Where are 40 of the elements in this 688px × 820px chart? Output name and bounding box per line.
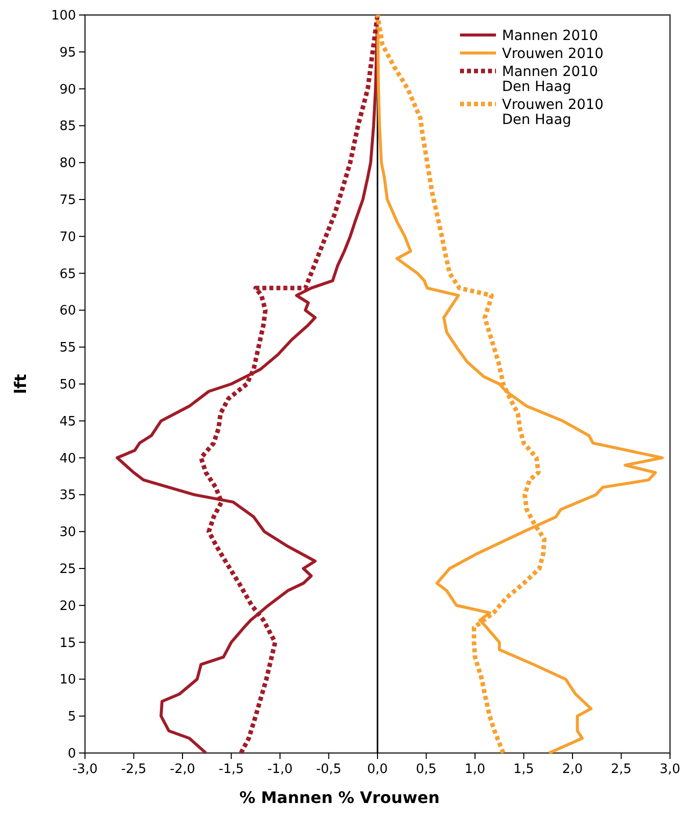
x-tick-label: -3,0 [72, 762, 98, 777]
legend-label: Vrouwen 2010 Den Haag [502, 97, 604, 128]
y-tick-label: 100 [51, 8, 76, 24]
x-tick-label: 0,5 [416, 762, 437, 777]
x-tick-label: -1,0 [267, 762, 293, 777]
x-tick-label: 0,0 [367, 762, 388, 777]
x-axis-title: % Mannen % Vrouwen [239, 788, 440, 807]
y-tick-label: 55 [59, 340, 76, 356]
y-tick-label: 20 [59, 598, 76, 614]
y-tick-label: 90 [59, 82, 76, 98]
y-tick-label: 65 [59, 266, 76, 282]
x-tick-label: 3,0 [660, 762, 680, 777]
y-axis-title: lft [11, 374, 30, 394]
x-tick-label: 2,0 [562, 762, 583, 777]
y-tick-label: 75 [59, 193, 76, 208]
y-tick-label: 25 [59, 562, 76, 577]
y-tick-label: 30 [59, 525, 76, 540]
y-tick-label: 85 [59, 119, 76, 134]
y-tick-label: 95 [59, 45, 76, 60]
x-tick-label: -0,5 [316, 762, 342, 777]
x-tick-label: 1,5 [513, 762, 534, 777]
y-tick-label: 35 [59, 488, 76, 504]
y-tick-label: 5 [68, 710, 76, 725]
legend-label: Mannen 2010 Den Haag [502, 64, 598, 95]
x-tick-label: 2,5 [610, 762, 632, 777]
x-tick-label: 1,0 [464, 762, 486, 777]
y-tick-label: 45 [59, 414, 76, 430]
y-tick-label: 0 [68, 746, 76, 762]
y-tick-label: 15 [59, 636, 76, 651]
y-tick-label: 80 [59, 156, 76, 172]
legend-label: Mannen 2010 [502, 28, 598, 44]
y-tick-label: 40 [59, 451, 76, 466]
y-tick-label: 10 [59, 672, 76, 688]
y-tick-label: 70 [59, 230, 76, 245]
legend-label: Vrouwen 2010 [502, 46, 604, 62]
y-tick-label: 60 [59, 304, 76, 319]
x-tick-label: -2,0 [170, 762, 196, 777]
x-tick-label: -1,5 [218, 762, 244, 777]
x-tick-label: -2,5 [121, 762, 146, 777]
y-tick-label: 50 [59, 378, 76, 392]
